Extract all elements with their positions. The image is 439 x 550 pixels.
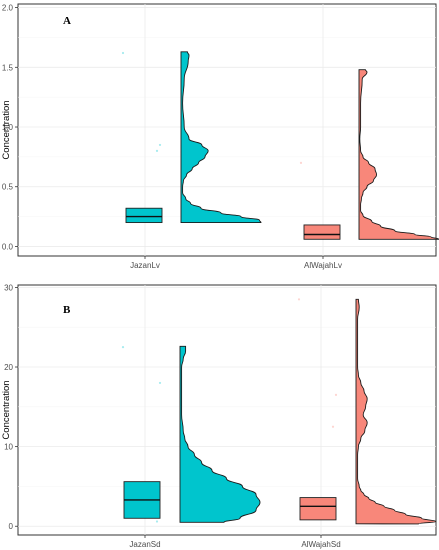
data-point <box>121 51 125 55</box>
y-tick-label: 1.0 <box>2 123 14 132</box>
data-point <box>158 381 162 385</box>
data-point <box>331 425 335 428</box>
y-tick-label: 0.5 <box>2 183 14 192</box>
violin <box>179 345 261 523</box>
panel-a-axes: 0.0 0.5 1.0 1.5 2.0 JazanLv AlWajahLv <box>2 4 342 270</box>
y-tick-label: 10 <box>4 443 13 452</box>
violin <box>358 69 439 240</box>
data-point <box>297 298 301 301</box>
x-tick-label: AlWajahLv <box>304 261 342 270</box>
y-tick-label: 2.0 <box>2 4 14 13</box>
x-tick-label: JazanSd <box>129 540 160 549</box>
violin <box>355 298 437 525</box>
panel-a-marks <box>121 51 439 240</box>
y-tick-label: 30 <box>4 283 13 292</box>
x-tick-label: AlWajahSd <box>301 540 340 549</box>
data-point <box>121 346 125 349</box>
box <box>125 207 163 224</box>
panel-b: 0 10 20 30 JazanSd AlWajahSd B Concentration <box>1 283 437 549</box>
group-JazanSd <box>121 345 261 523</box>
violin <box>180 51 262 224</box>
data-point <box>334 393 338 396</box>
panel-a: 0.0 0.5 1.0 1.5 2.0 JazanLv AlWajahLv A Concen… <box>1 3 439 270</box>
group-AlWajahSd <box>297 298 437 525</box>
data-point <box>155 149 159 153</box>
panel-a-y-axis-title: Concentration <box>1 100 12 159</box>
data-point <box>158 143 162 147</box>
y-tick-label: 0.0 <box>2 242 14 251</box>
group-JazanLv <box>121 51 262 224</box>
y-tick-label: 20 <box>4 363 13 372</box>
panel-b-y-axis-title: Concentration <box>1 380 12 439</box>
y-tick-label: 0 <box>9 522 14 531</box>
box <box>299 497 337 521</box>
panel-b-label: B <box>63 304 71 316</box>
group-AlWajahLv <box>299 69 439 240</box>
box <box>303 224 341 240</box>
panel-b-marks <box>121 298 437 525</box>
panel-b-axes: 0 10 20 30 JazanSd AlWajahSd <box>4 283 341 549</box>
x-tick-label: JazanLv <box>130 261 160 270</box>
data-point <box>155 520 159 523</box>
y-tick-label: 1.5 <box>2 63 14 72</box>
panel-a-label: A <box>63 15 71 27</box>
data-point <box>299 161 303 164</box>
